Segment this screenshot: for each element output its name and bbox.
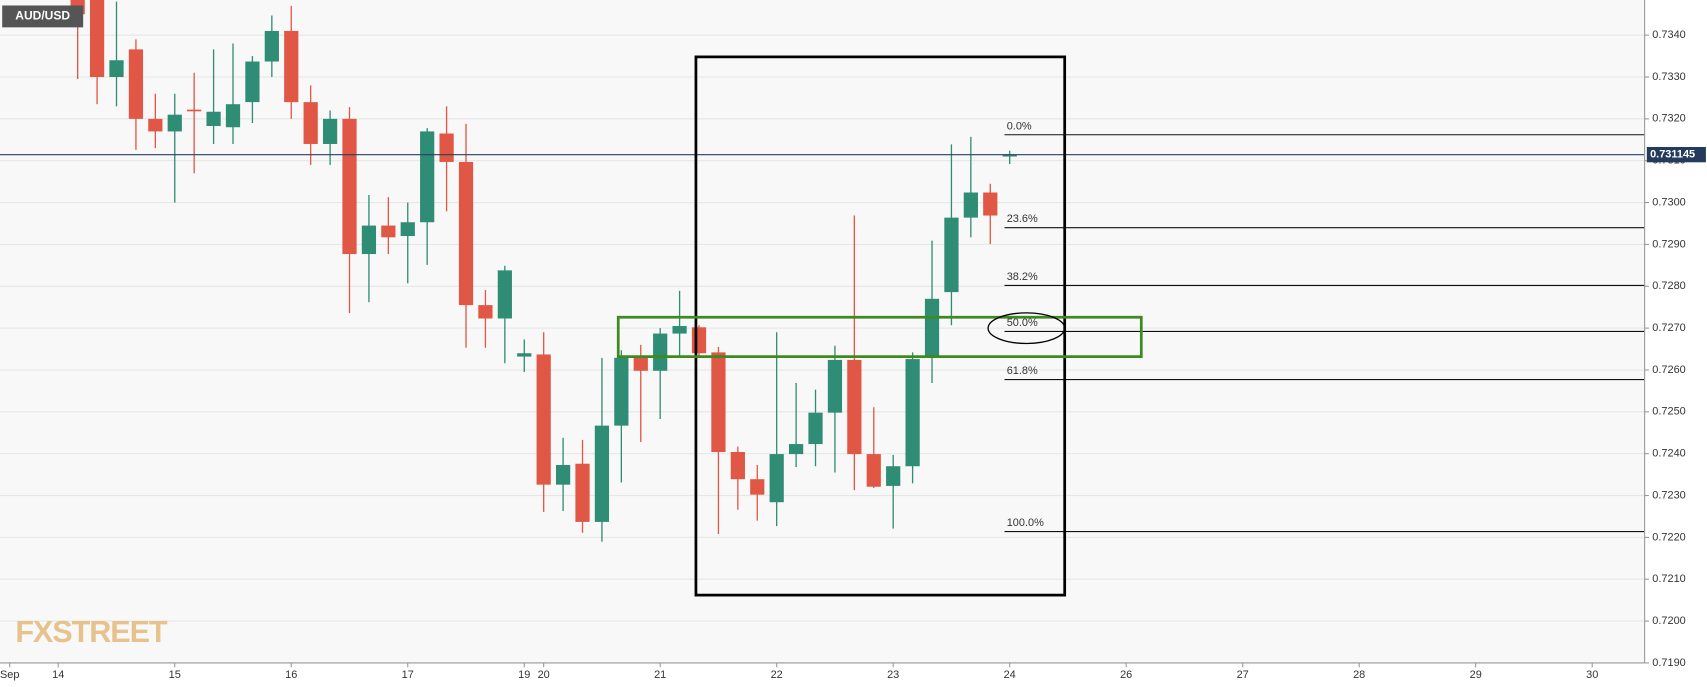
- candle-body: [672, 326, 687, 334]
- candle-body: [730, 451, 745, 480]
- x-tick-label: 22: [771, 669, 783, 681]
- x-tick-label: 24: [1004, 669, 1016, 681]
- candle-body: [905, 359, 920, 467]
- candle-body: [983, 192, 998, 216]
- zone-box: [616, 315, 1143, 358]
- candle-body: [691, 327, 707, 354]
- candle-body: [653, 333, 668, 371]
- candle-body: [342, 118, 357, 255]
- candle-body: [847, 359, 862, 455]
- candle-body: [711, 352, 726, 452]
- candle-body: [167, 114, 182, 132]
- symbol-tag: [2, 5, 84, 28]
- x-tick-label: 16: [285, 669, 297, 681]
- y-tick-label: 0.7250: [1652, 406, 1685, 418]
- candle-body: [148, 118, 163, 132]
- x-tick-label: 21: [654, 669, 666, 681]
- candle-body: [187, 109, 202, 112]
- x-tick-label: 14: [52, 669, 64, 681]
- candle-body: [381, 225, 396, 238]
- candle-body: [750, 479, 765, 495]
- fib-label: 0.0%: [1007, 120, 1032, 132]
- candle-body: [128, 49, 144, 119]
- candles: [70, 0, 1017, 542]
- candle-body: [303, 102, 318, 144]
- y-tick-label: 0.7220: [1652, 531, 1685, 543]
- candle-body: [614, 357, 629, 426]
- x-tick-label: 19: [518, 669, 530, 681]
- y-tick-label: 0.7230: [1652, 489, 1685, 501]
- candle-body: [478, 305, 493, 319]
- fib-label: 100.0%: [1007, 517, 1044, 529]
- x-tick-label: Sep: [0, 669, 19, 681]
- candle-body: [944, 217, 959, 293]
- fib-label: 23.6%: [1007, 213, 1038, 225]
- candle-body: [225, 104, 241, 128]
- watermark: FXSTREET: [15, 615, 168, 649]
- candle-body: [963, 192, 978, 218]
- fibonacci: 0.0% 23.6% 38.2% 50.0% 61.8% 100.0%: [0, 120, 1645, 533]
- candle-body: [109, 60, 124, 78]
- x-tick-label: 29: [1470, 669, 1482, 681]
- y-tick-label: 0.7320: [1652, 113, 1685, 125]
- level-ellipse: [987, 312, 1066, 345]
- y-tick-label: 0.7280: [1652, 280, 1685, 292]
- x-tick-label: 28: [1353, 669, 1365, 681]
- candle-body: [245, 61, 260, 103]
- candle-body: [517, 353, 532, 357]
- candle-body: [206, 111, 221, 126]
- y-tick-label: 0.7330: [1652, 71, 1685, 83]
- candle-body: [594, 425, 610, 522]
- y-tick-label: 0.7260: [1652, 364, 1685, 376]
- candle-body: [827, 359, 843, 413]
- candle-body: [866, 454, 881, 487]
- candle-body: [536, 354, 551, 485]
- candle-body: [788, 444, 804, 455]
- fib-label: 50.0%: [1007, 317, 1038, 329]
- y-tick-label: 0.7200: [1652, 615, 1685, 627]
- candle-body: [322, 118, 338, 144]
- candle-body: [284, 30, 299, 103]
- y-tick-label: 0.7300: [1652, 196, 1685, 208]
- symbol-label: AUD/USD: [15, 9, 70, 23]
- candle-body: [400, 222, 415, 237]
- candle-body: [575, 463, 590, 522]
- candle-body: [555, 464, 571, 485]
- x-tick-label: 23: [887, 669, 899, 681]
- candle-body: [808, 412, 823, 445]
- x-tick-label: 15: [169, 669, 181, 681]
- fib-label: 38.2%: [1007, 271, 1038, 283]
- y-tick-label: 0.7340: [1652, 29, 1685, 41]
- candle-body: [361, 225, 377, 255]
- candle-body: [497, 270, 512, 319]
- last-price-tag: [1646, 146, 1706, 163]
- candle-body: [439, 133, 454, 162]
- axis-labels: 0.7190 0.7200 0.7210 0.7220 0.7230 0.7240 0.72…: [0, 29, 1706, 681]
- x-tick-label: 26: [1120, 669, 1132, 681]
- y-tick-label: 0.7270: [1652, 322, 1685, 334]
- x-tick-label: 20: [538, 669, 550, 681]
- candle-body: [633, 357, 648, 371]
- candle-body: [924, 298, 940, 357]
- candle-body: [769, 454, 784, 503]
- x-tick-label: 30: [1586, 669, 1598, 681]
- fib-label: 61.8%: [1007, 365, 1038, 377]
- candle-body: [1002, 154, 1017, 157]
- grid: [0, 34, 1645, 664]
- y-tick-label: 0.7210: [1652, 573, 1685, 585]
- candle-body: [420, 131, 435, 223]
- candle-body: [89, 0, 105, 78]
- y-tick-label: 0.7240: [1652, 448, 1685, 460]
- y-tick-label: 0.7290: [1652, 238, 1685, 250]
- x-tick-label: 17: [402, 669, 414, 681]
- candle-body: [886, 466, 901, 486]
- y-tick-label: 0.7190: [1652, 657, 1685, 669]
- candle-body: [264, 30, 279, 62]
- last-price-label: 0.731145: [1650, 149, 1695, 161]
- x-tick-label: 27: [1237, 669, 1249, 681]
- candle-body: [458, 161, 474, 306]
